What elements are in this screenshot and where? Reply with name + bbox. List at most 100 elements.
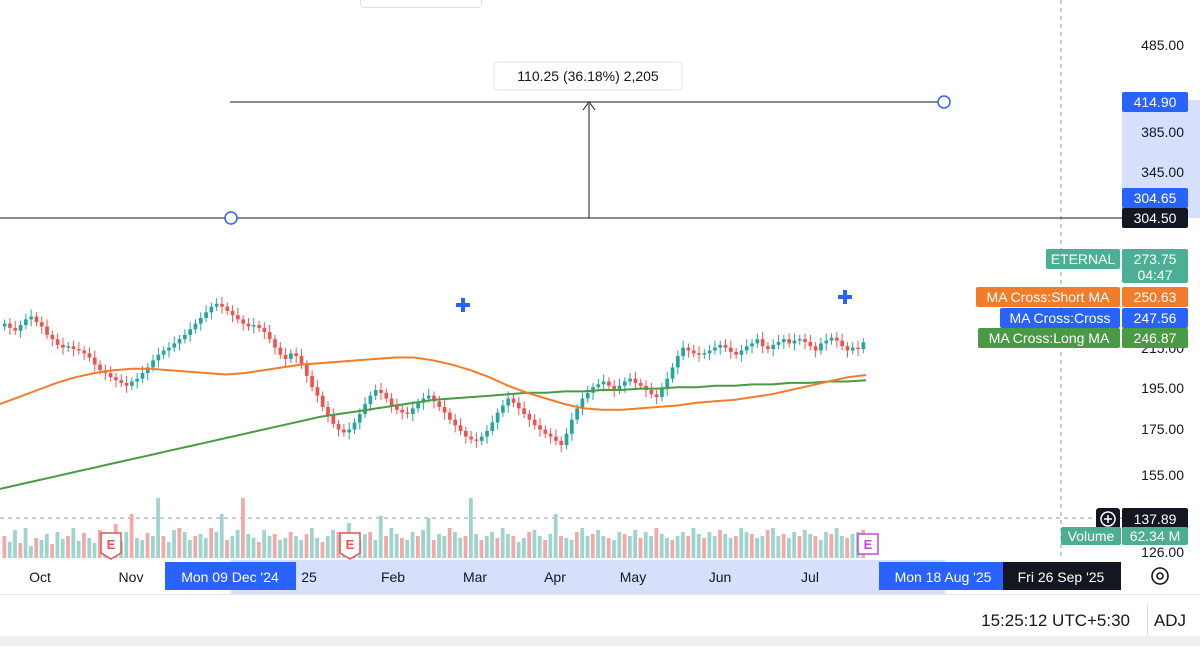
indicator-name-eternal[interactable]: ETERNAL: [1051, 251, 1116, 267]
candle-body: [564, 433, 569, 446]
volume-bar: [97, 530, 102, 558]
candle-body: [723, 344, 728, 348]
candle-body: [718, 344, 723, 348]
candle-body: [548, 433, 553, 437]
volume-bar: [532, 530, 537, 558]
long-ma-line: [0, 379, 867, 490]
candle-body: [161, 350, 166, 355]
volume-bar: [765, 530, 770, 558]
earnings-marker-2[interactable]: E: [339, 532, 361, 560]
candle-body: [469, 436, 473, 440]
candle-body: [670, 367, 675, 379]
volume-bar: [203, 538, 208, 558]
candle-body: [638, 382, 643, 386]
candle-body: [686, 347, 691, 351]
svg-text:E: E: [864, 537, 873, 552]
volume-bar: [431, 540, 436, 558]
volume-bar: [500, 528, 505, 558]
candle-body: [856, 347, 860, 350]
top-toolbar-box[interactable]: [360, 0, 482, 8]
measure-handle-start[interactable]: [224, 211, 238, 225]
bottom-strip: [0, 636, 1200, 646]
candle-body: [108, 373, 113, 378]
volume-bar: [368, 532, 373, 558]
volume-bar: [331, 530, 335, 558]
measure-handle-end[interactable]: [937, 95, 951, 109]
candle-body: [649, 390, 654, 395]
candle-body: [787, 339, 791, 344]
candle-body: [675, 356, 680, 368]
volume-bar: [92, 543, 97, 558]
candle-body: [13, 327, 18, 331]
candle-body: [702, 353, 707, 355]
candle-body: [665, 378, 670, 389]
volume-bar: [521, 538, 526, 558]
candle-body: [554, 436, 558, 441]
candle-body: [304, 364, 309, 376]
candle-body: [437, 401, 442, 407]
volume-bar: [415, 536, 420, 558]
volume-bar: [569, 540, 574, 558]
measure-label: 110.25 (36.18%) 2,205: [517, 68, 659, 84]
volume-bar: [564, 538, 569, 558]
indicator-name-cross[interactable]: MA Cross:Cross: [1009, 310, 1110, 326]
candle-body: [453, 419, 458, 426]
candle-body: [845, 346, 850, 351]
adj-toggle[interactable]: ADJ: [1153, 611, 1186, 630]
price-tag-bg: [1122, 188, 1188, 208]
candle-body: [326, 406, 330, 416]
volume-bar: [251, 538, 256, 558]
price-tag-bg: [1122, 208, 1188, 228]
volume-bar: [612, 540, 616, 558]
volume-bar: [129, 514, 134, 558]
candle-body: [357, 414, 362, 423]
candle-body: [130, 381, 134, 386]
indicator-name-long-ma[interactable]: MA Cross:Long MA: [989, 330, 1110, 346]
candle-body: [87, 353, 92, 358]
candle-body: [580, 398, 585, 409]
candle-body: [283, 354, 288, 359]
volume-bar: [262, 530, 267, 558]
volume-bar: [272, 534, 277, 558]
range-start-date: Mon 09 Dec '24: [181, 569, 279, 585]
volume-bar: [278, 540, 282, 558]
volume-name[interactable]: Volume: [1068, 528, 1115, 544]
candle-body: [98, 364, 102, 371]
price-tick: 385.00: [1141, 124, 1184, 140]
time-tick: 25: [301, 569, 317, 585]
volume-bar: [654, 528, 659, 558]
candle-body: [183, 334, 187, 340]
candle-body: [320, 395, 325, 407]
volume-bar: [421, 530, 426, 558]
candle-body: [495, 412, 500, 423]
candle-body: [490, 422, 495, 431]
volume-bar: [145, 533, 150, 558]
price-chart[interactable]: 110.25 (36.18%) 2,205 E E E 485.00 385.0…: [0, 0, 1200, 594]
candle-body: [92, 357, 97, 365]
volume-bar: [585, 536, 590, 558]
candle-body: [707, 350, 712, 354]
candle-body: [850, 347, 855, 351]
indicator-name-bg: [978, 328, 1120, 348]
volume-bar: [140, 540, 145, 558]
indicator-name-short-ma[interactable]: MA Cross:Short MA: [987, 289, 1111, 305]
candle-body: [633, 378, 638, 383]
candle-body: [511, 398, 516, 403]
candle-body: [575, 408, 579, 420]
candle-body: [834, 337, 839, 341]
settings-icon[interactable]: [1151, 567, 1169, 585]
time-tick: May: [620, 569, 646, 585]
indicator-value-bg: [1122, 308, 1188, 328]
volume-bar: [771, 528, 775, 558]
candle-body: [728, 347, 733, 352]
candle-body: [750, 343, 754, 347]
earnings-marker-3[interactable]: E: [857, 533, 879, 555]
indicator-value-bg: [1122, 328, 1188, 348]
indicator-value-cross: 247.56: [1134, 310, 1177, 326]
earnings-marker-1[interactable]: E: [100, 532, 122, 560]
candle-body: [71, 346, 76, 350]
candle-body: [601, 381, 606, 385]
volume-bar: [702, 538, 706, 558]
candle-body: [416, 402, 420, 409]
clock[interactable]: 15:25:12 UTC+5:30: [981, 611, 1130, 630]
